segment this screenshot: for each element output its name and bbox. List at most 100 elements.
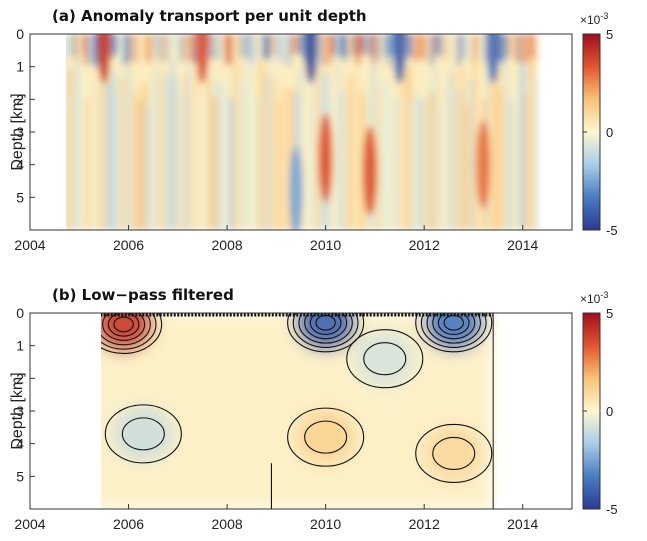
surface-streak (422, 34, 426, 60)
surface-streak (420, 34, 424, 61)
surface-streak (363, 34, 367, 55)
panel-b-xticks: 2004 2006 2008 2010 2012 2014 (14, 504, 539, 532)
anomaly-streak (331, 58, 336, 230)
surface-streak (174, 34, 178, 55)
anomaly-streak (301, 86, 305, 230)
contour-line (363, 342, 407, 376)
anomaly-streak (148, 81, 152, 230)
anomaly-streak (84, 98, 90, 230)
ytick-label: 5 (16, 189, 24, 205)
surface-streak (348, 34, 352, 56)
surface-streak (343, 34, 347, 62)
anomaly-streak (133, 89, 138, 230)
anomaly-streak (114, 95, 117, 230)
surface-streak (222, 34, 226, 55)
heatmap-feature (318, 113, 333, 204)
ytick-label: 4 (16, 436, 24, 452)
surface-streak (164, 34, 168, 62)
surface-streak (466, 34, 470, 61)
surface-streak (475, 34, 479, 56)
surface-streak (294, 34, 298, 54)
contour-line (432, 436, 476, 471)
surface-streak (239, 34, 243, 58)
anomaly-streak (337, 64, 341, 230)
heatmap-feature (392, 34, 407, 84)
heatmap-feature (289, 145, 304, 230)
surface-streak (120, 34, 124, 66)
surface-streak (91, 34, 95, 67)
contour-line (420, 313, 487, 349)
anomaly-streak (460, 101, 464, 230)
anomaly-streak (263, 66, 268, 230)
surface-streak (457, 34, 461, 66)
anomaly-streak (176, 98, 179, 230)
anomaly-streak (436, 103, 441, 230)
ytick-label: 4 (16, 157, 24, 173)
contour-line (102, 313, 146, 341)
anomaly-streak (466, 104, 469, 230)
anomaly-streak (407, 65, 412, 230)
surface-streak (436, 34, 440, 58)
anomaly-streak (236, 71, 241, 230)
anomaly-streak (166, 80, 170, 230)
contour-line (104, 404, 182, 464)
colorbar-tick-label: -5 (606, 223, 618, 238)
anomaly-streak (220, 85, 224, 230)
surface-streak (212, 34, 216, 55)
anomaly-streak (380, 77, 385, 230)
surface-streak (141, 34, 145, 65)
surface-streak (46, 34, 49, 60)
surface-streak (328, 34, 332, 64)
surface-streak (460, 34, 464, 57)
surface-streak (255, 34, 259, 60)
anomaly-streak (197, 73, 201, 230)
anomaly-streak (439, 83, 444, 230)
surface-streak (210, 34, 214, 59)
surface-streak (291, 34, 295, 55)
contour-line (432, 313, 476, 340)
surface-streak (287, 34, 291, 66)
colorbar-tick-label: 5 (606, 306, 613, 321)
heatmap-feature (362, 126, 377, 217)
anomaly-streak (276, 102, 280, 230)
surface-streak (176, 34, 180, 58)
anomaly-streak (422, 102, 427, 230)
surface-streak (519, 34, 523, 64)
contour-line (443, 314, 464, 331)
heatmap-feature (113, 405, 174, 462)
anomaly-streak (127, 65, 131, 230)
anomaly-streak (164, 73, 169, 230)
surface-streak (390, 34, 394, 56)
surface-streak (360, 34, 364, 54)
surface-streak (371, 34, 375, 65)
surface-streak (430, 34, 434, 65)
anomaly-streak (352, 69, 356, 230)
xtick-label: 2014 (507, 516, 538, 532)
anomaly-streak (504, 64, 509, 230)
surface-streak (301, 34, 305, 60)
surface-streak (127, 34, 131, 62)
contour-line (101, 313, 151, 346)
anomaly-streak (427, 78, 430, 230)
contour-line (101, 313, 157, 350)
anomaly-streak (125, 69, 129, 230)
anomaly-streak (144, 104, 148, 230)
surface-streak (354, 34, 358, 65)
contour-line (415, 313, 493, 353)
xtick-label: 2004 (14, 237, 45, 253)
surface-streak (137, 34, 141, 63)
surface-streak (216, 34, 220, 61)
surface-streak (53, 34, 56, 56)
anomaly-streak (94, 85, 98, 230)
surface-streak (374, 34, 378, 56)
ytick-label: 0 (16, 26, 24, 42)
surface-streak (229, 34, 233, 64)
anomaly-streak (521, 65, 526, 230)
anomaly-streak (131, 83, 136, 230)
surface-streak (357, 34, 361, 64)
surface-streak (84, 34, 88, 65)
anomaly-streak (343, 72, 348, 230)
surface-streak (368, 34, 372, 57)
